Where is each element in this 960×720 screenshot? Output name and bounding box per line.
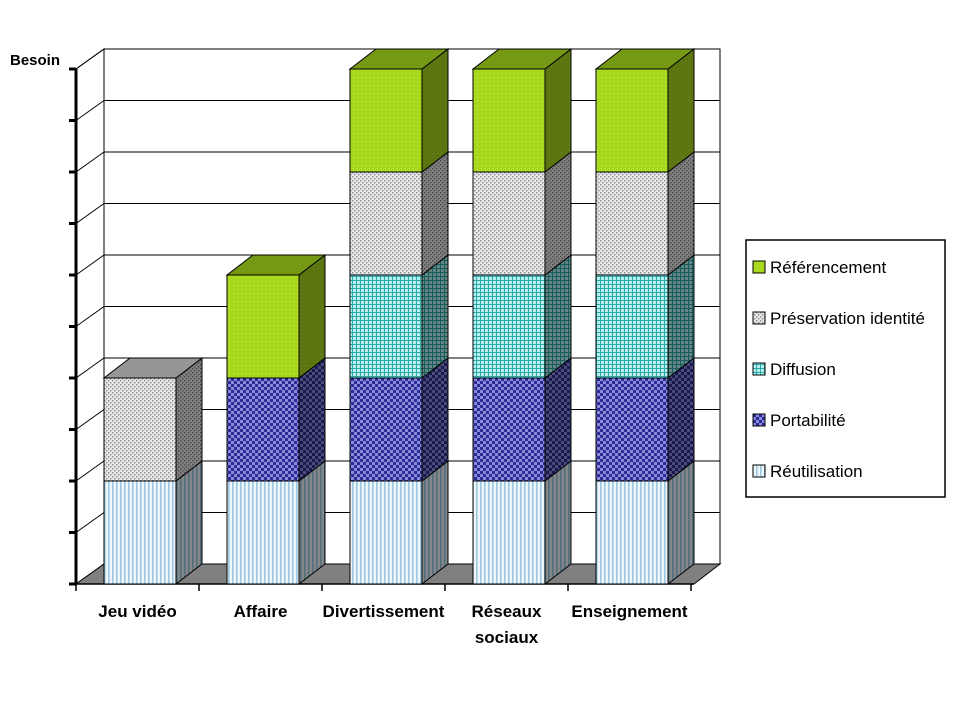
bar-segment [348, 47, 450, 174]
bar-top [471, 48, 573, 70]
gridline-side [75, 151, 105, 173]
bar-segment [595, 356, 695, 483]
bar-segment [102, 356, 204, 483]
bar-segment [472, 150, 572, 277]
bar-segment [226, 459, 326, 586]
bars [102, 47, 696, 586]
gridline-side [75, 409, 105, 430]
legend-label: Portabilité [770, 411, 846, 430]
bar-segment [595, 459, 695, 586]
legend-item: Préservation identité [752, 309, 925, 328]
bar-segment [595, 150, 695, 277]
gridline-side [75, 306, 105, 327]
legend-label: Référencement [770, 258, 887, 277]
gridline-side [75, 460, 105, 482]
gridline-side [75, 203, 105, 224]
bar-top [225, 254, 327, 276]
legend-item: Référencement [752, 258, 887, 277]
y-axis-label: Besoin [10, 52, 60, 69]
x-tick-label: Divertissement [323, 602, 445, 621]
legend-swatch [752, 362, 766, 376]
gridline-side [75, 48, 105, 70]
gridline-side [75, 100, 105, 121]
bar-segment [349, 150, 449, 277]
bar-segment [594, 47, 696, 174]
bar-segment [103, 459, 203, 586]
legend-swatch [752, 311, 766, 325]
legend-item: Réutilisation [752, 462, 863, 481]
gridline-side [75, 254, 105, 276]
bar-segment [349, 356, 449, 483]
bar-top [348, 48, 450, 70]
bar-segment [349, 459, 449, 586]
bar-segment [472, 459, 572, 586]
bar-segment [225, 253, 327, 380]
bar-segment [472, 356, 572, 483]
legend-swatch [752, 260, 766, 274]
bar-segment [595, 253, 695, 380]
x-tick-label: Jeu vidéo [98, 602, 176, 621]
bar-segment [472, 253, 572, 380]
legend: Référencement Préservation identité Diffus… [745, 239, 946, 498]
gridline-side [75, 357, 105, 379]
legend-label: Préservation identité [770, 309, 925, 328]
legend-item: Portabilité [752, 411, 846, 430]
legend-label: Réutilisation [770, 462, 863, 481]
legend-label: Diffusion [770, 360, 836, 379]
bar-top [102, 357, 204, 379]
legend-box [745, 239, 946, 498]
x-tick-label: Enseignement [571, 602, 688, 621]
bar-top [594, 48, 696, 70]
gridline-side [75, 512, 105, 533]
legend-swatch [752, 464, 766, 478]
legend-swatch [752, 413, 766, 427]
x-tick-label: Affaire [234, 602, 288, 621]
legend-item: Diffusion [752, 360, 836, 379]
x-tick-labels: Jeu vidéo Affaire Divertissement Réseaux soc… [98, 602, 688, 647]
x-tick-label: Réseaux sociaux [472, 602, 542, 647]
bar-segment [471, 47, 573, 174]
bar-segment [349, 253, 449, 380]
